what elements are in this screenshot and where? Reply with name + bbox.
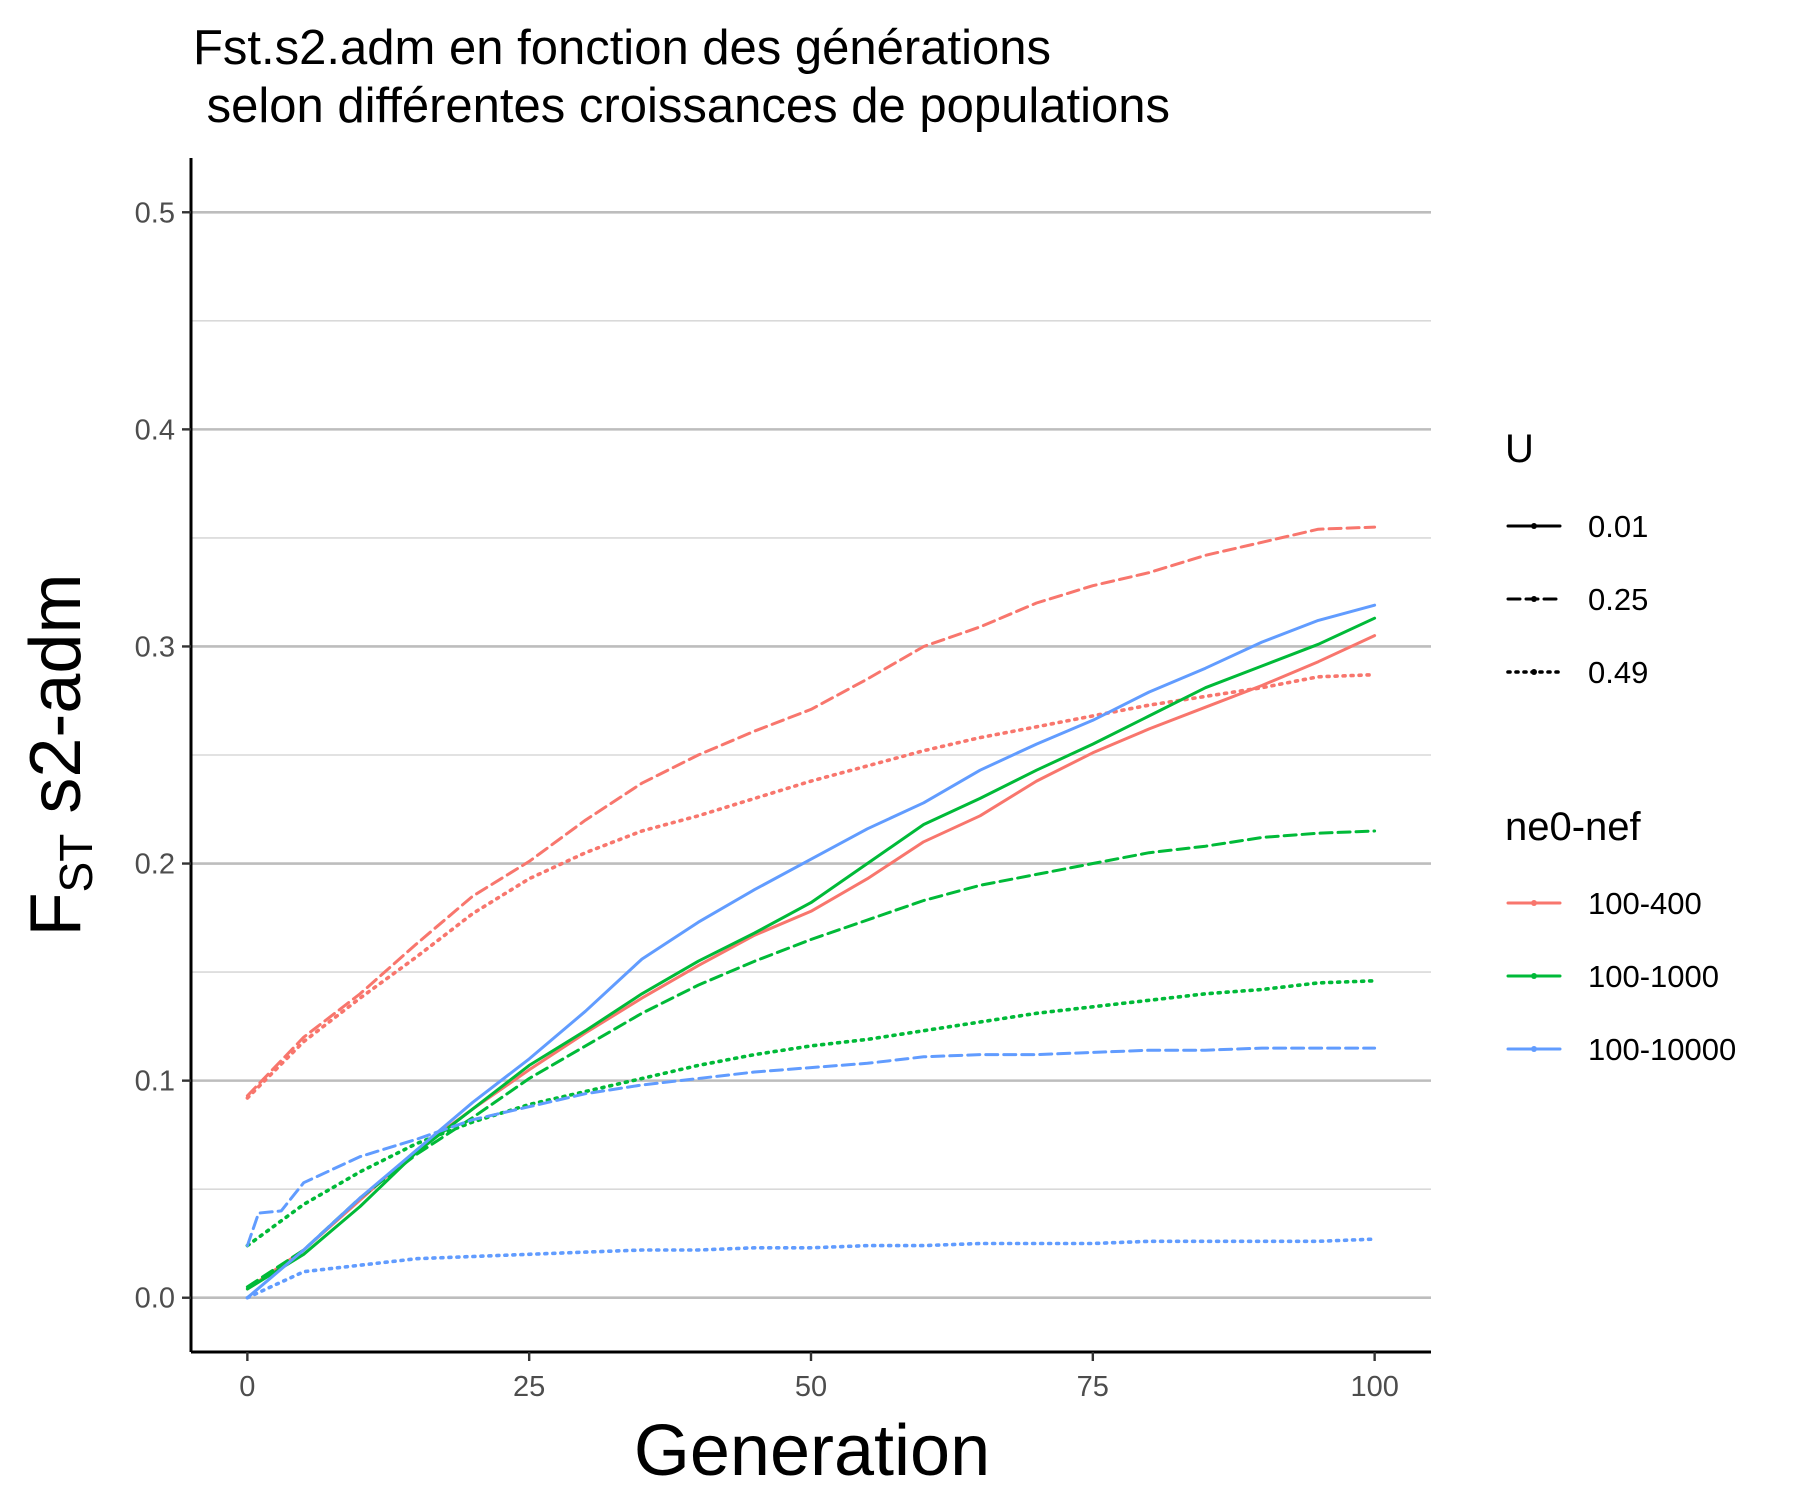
series-line-100-1000-U0.25 [245,829,1377,1289]
series-line-100-400-U0.01 [245,634,1377,1291]
y-tick-label-2: 0.2 [135,849,175,881]
legend-color-point-0 [1531,900,1537,906]
y-tick-label-0: 0.0 [135,1283,175,1315]
chart-title-line-1: Fst.s2.adm en fonction des générations [193,21,1052,75]
legend-linetype-point-1 [1531,596,1537,602]
legend-color-label-0: 100-400 [1588,886,1702,921]
legend-linetype-label-0: 0.01 [1588,509,1648,544]
legend-color: ne0-nef 100-400 100-1000 100-10000 [1505,805,1736,1067]
legend-color-title: ne0-nef [1505,805,1642,849]
legend-color-label-2: 100-10000 [1588,1032,1736,1067]
chart-title-line-2: selon différentes croissances de populat… [193,79,1170,133]
legend-linetype-label-1: 0.25 [1588,582,1648,617]
legend-linetype-label-2: 0.49 [1588,655,1648,690]
x-tick-label-4: 100 [1350,1371,1398,1403]
y-axis-title-rest: s2-adm [16,574,96,834]
x-axis-ticks: 0 25 50 75 100 [239,1352,1399,1403]
legend-color-label-1: 100-1000 [1588,959,1719,994]
series-line-100-10000-U0.25 [245,1046,1377,1248]
legend-linetype-point-0 [1531,523,1537,529]
series-line-100-10000-U0.49 [245,1237,1377,1300]
legend-linetype: U 0.01 0.25 0.49 [1505,427,1648,690]
series-line-100-1000-U0.49 [245,978,1377,1248]
y-tick-label-5: 0.5 [135,197,175,229]
series-lines [245,525,1377,1300]
legend-color-point-2 [1531,1046,1537,1052]
y-axis-title-main: F [16,892,96,936]
y-axis-ticks: 0.0 0.1 0.2 0.3 0.4 0.5 [135,197,191,1315]
legend-linetype-title: U [1505,427,1534,471]
x-axis-title: Generation [634,1411,990,1491]
x-tick-label-1: 25 [513,1371,545,1403]
legend-linetype-point-2 [1531,669,1537,675]
legend-color-point-1 [1531,973,1537,979]
y-tick-label-4: 0.4 [135,414,175,446]
series-line-100-1000-U0.01 [245,616,1377,1291]
y-tick-label-1: 0.1 [135,1066,175,1098]
grid-lines [191,210,1431,1300]
series-line-100-400-U0.25 [245,525,1377,1098]
y-axis-title: FST s2-adm [16,574,102,937]
series-line-100-400-U0.49 [245,672,1377,1100]
x-tick-label-2: 50 [795,1371,827,1403]
y-axis-title-subscript: ST [50,834,102,893]
x-tick-label-0: 0 [239,1371,255,1403]
y-tick-label-3: 0.3 [135,631,175,663]
x-tick-label-3: 75 [1077,1371,1109,1403]
